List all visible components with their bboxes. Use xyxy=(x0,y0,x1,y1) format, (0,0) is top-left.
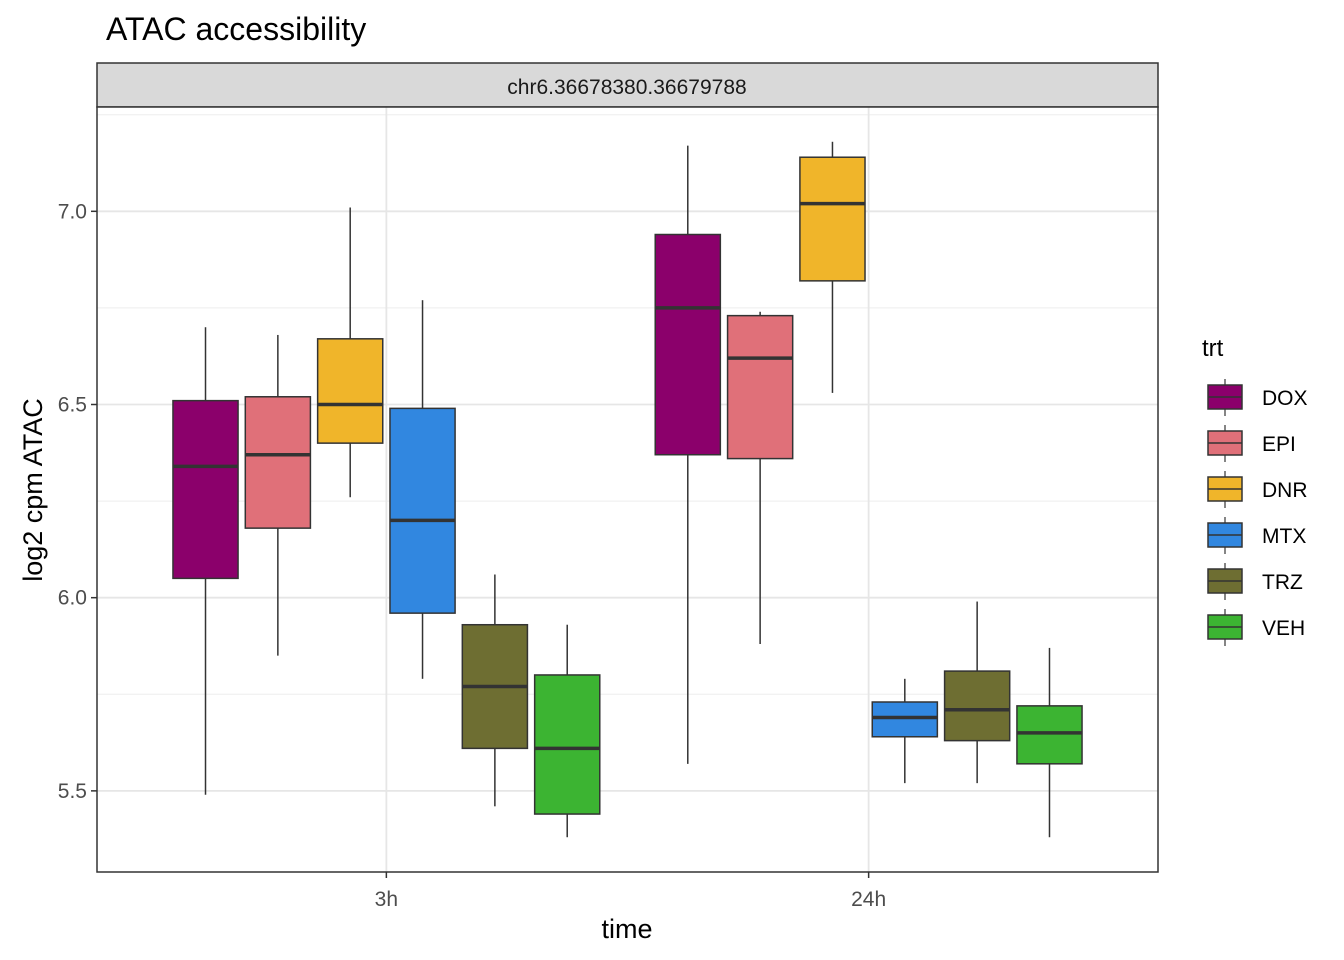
box-iqr xyxy=(1016,705,1083,765)
y-axis-title: log2 cpm ATAC xyxy=(18,398,48,582)
y-axis: 5.5 6.0 6.5 7.0 xyxy=(58,200,97,803)
legend-title: trt xyxy=(1202,335,1224,362)
box-mtx-3h xyxy=(389,300,456,679)
box-trz-3h xyxy=(461,574,529,807)
legend-label: EPI xyxy=(1262,433,1296,456)
legend-items: DOX EPI DNR MTX TRZ VEH xyxy=(1207,379,1308,646)
legend-item-dnr: DNR xyxy=(1207,471,1308,508)
box-iqr xyxy=(799,156,866,282)
box-iqr xyxy=(943,670,1011,742)
x-tick-label: 24h xyxy=(851,888,886,911)
legend-label: MTX xyxy=(1262,525,1306,548)
box-iqr xyxy=(871,701,939,738)
legend-item-dox: DOX xyxy=(1207,379,1308,416)
legend-item-trz: TRZ xyxy=(1207,563,1303,600)
facet-strip xyxy=(96,62,1159,108)
y-tick-label: 7.0 xyxy=(58,200,87,223)
panel-border xyxy=(96,106,1159,873)
y-tick-label: 5.5 xyxy=(58,780,87,803)
box-trz-24h xyxy=(943,601,1011,784)
facet-label: chr6.36678380.36679788 xyxy=(507,76,746,99)
y-tick-label: 6.0 xyxy=(58,587,87,610)
legend-item-mtx: MTX xyxy=(1207,517,1306,554)
box-epi-3h xyxy=(244,334,312,656)
box-veh-24h xyxy=(1016,647,1083,838)
legend-label: TRZ xyxy=(1262,571,1303,594)
box-dnr-24h xyxy=(799,141,866,393)
x-tick-label: 3h xyxy=(375,888,398,911)
box-iqr xyxy=(726,314,794,460)
legend-item-veh: VEH xyxy=(1207,609,1305,646)
y-tick-label: 6.5 xyxy=(58,394,87,417)
x-axis-title: time xyxy=(601,914,652,944)
box-dox-3h xyxy=(172,327,239,795)
box-veh-3h xyxy=(533,624,601,838)
box-dox-24h xyxy=(654,145,722,764)
box-iqr xyxy=(244,396,312,529)
box-iqr xyxy=(172,399,239,580)
x-axis: 3h 24h xyxy=(375,872,886,911)
box-plots xyxy=(172,141,1083,838)
box-iqr xyxy=(533,674,601,815)
box-iqr xyxy=(316,338,384,444)
legend-item-epi: EPI xyxy=(1207,425,1296,462)
chart-title: ATAC accessibility xyxy=(106,11,366,47)
box-mtx-24h xyxy=(871,678,939,784)
box-iqr xyxy=(389,407,456,614)
legend: trt DOX EPI DNR MTX TRZ VEH xyxy=(1202,335,1308,646)
box-iqr xyxy=(654,233,722,456)
legend-label: VEH xyxy=(1262,617,1305,640)
legend-label: DOX xyxy=(1262,387,1308,410)
box-epi-24h xyxy=(726,311,794,645)
legend-label: DNR xyxy=(1262,479,1308,502)
box-dnr-3h xyxy=(316,207,384,498)
